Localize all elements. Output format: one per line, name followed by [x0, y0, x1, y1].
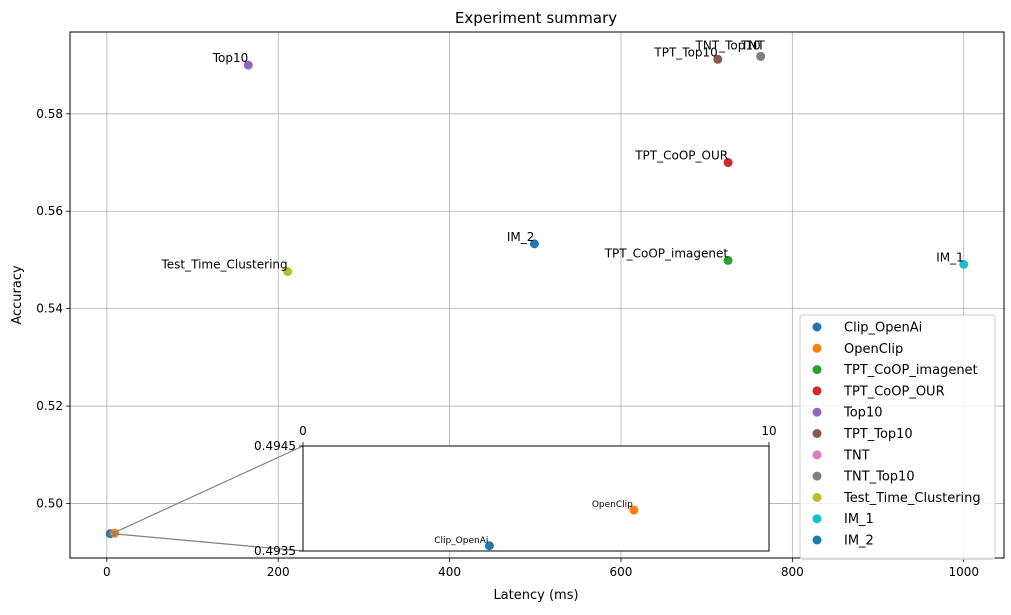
legend-entry-test-time-clustering: Test_Time_Clustering — [843, 491, 981, 506]
inset-connectors — [108, 445, 304, 552]
point-label-tpt-coop-imagenet: TPT_CoOP_imagenet — [604, 246, 729, 260]
data-point-tpt-coop-imagenet — [723, 255, 733, 265]
data-point-test-time-clustering — [283, 267, 293, 277]
point-label-im-2: IM_2 — [507, 230, 535, 244]
y-axis-ticks: 0.50 0.52 0.54 0.56 0.58 — [36, 107, 70, 510]
legend-marker-im-1 — [812, 514, 822, 524]
point-label-tnt: TNT — [740, 38, 765, 52]
legend-marker-openclip — [812, 343, 822, 353]
legend-entry-tnt-top10: TNT_Top10 — [843, 470, 915, 485]
point-labels: TPT_CoOP_imagenet TPT_CoOP_OUR Top10 TPT_To… — [160, 38, 963, 271]
x-tick-label: 1000 — [948, 565, 979, 579]
y-tick-label: 0.50 — [36, 496, 63, 510]
inset-frame — [302, 445, 770, 552]
legend-box — [799, 314, 996, 560]
legend-marker-tpt-coop-our — [812, 386, 822, 396]
x-tick-label: 0 — [103, 565, 111, 579]
legend-entry-tpt-coop-imagenet: TPT_CoOP_imagenet — [843, 363, 978, 378]
zoom-region-box — [108, 531, 116, 537]
point-label-im-1: IM_1 — [936, 250, 964, 264]
y-axis-label: Accuracy — [10, 265, 25, 325]
data-point-im-2 — [529, 239, 539, 249]
x-tick-label: 400 — [438, 565, 461, 579]
x-tick-label: 800 — [781, 565, 804, 579]
point-label-tpt-top10: TPT_Top10 — [653, 45, 717, 59]
x-tick-label: 200 — [267, 565, 290, 579]
legend-marker-tnt — [812, 450, 822, 460]
y-tick-label: 0.58 — [36, 107, 63, 121]
inset-connector-top — [111, 445, 304, 535]
y-tick-label: 0.52 — [36, 399, 63, 413]
inset-y-tick-label: 0.4945 — [254, 439, 296, 453]
inset-point-openclip — [629, 505, 639, 515]
legend-entry-openclip: OpenClip — [844, 342, 903, 357]
legend-entry-im-1: IM_1 — [844, 512, 874, 527]
chart-title: Experiment summary — [455, 9, 617, 27]
data-point-tpt-coop-our — [723, 158, 733, 168]
legend-marker-top10 — [812, 407, 822, 417]
legend-marker-tnt-top10 — [812, 471, 822, 481]
point-label-top10: Top10 — [212, 51, 249, 65]
legend-marker-clip-openai — [812, 322, 822, 332]
legend-entry-im-2: IM_2 — [844, 534, 874, 549]
inset-zoom: 0 10 0.4945 0.4935 Clip_OpenAi OpenClip — [254, 424, 777, 558]
inset-point-clip-openai — [484, 541, 494, 551]
y-tick-label: 0.56 — [36, 204, 63, 218]
legend-entry-tnt: TNT — [843, 448, 870, 463]
inset-connector-bottom — [111, 533, 304, 552]
data-point-top10 — [243, 60, 253, 70]
point-label-tnt-top10: TNT_Top10 — [694, 38, 760, 52]
inset-y-tick-label: 0.4935 — [254, 544, 296, 558]
plot-frame — [69, 31, 1005, 559]
legend-marker-tpt-top10 — [812, 429, 822, 438]
legend-entry-tpt-top10: TPT_Top10 — [843, 427, 913, 442]
inset-point-label-clip-openai: Clip_OpenAi — [434, 536, 488, 546]
point-label-test-time-clustering: Test_Time_Clustering — [160, 258, 287, 272]
legend-marker-tpt-coop-imagenet — [812, 365, 822, 375]
x-tick-label: 600 — [610, 565, 633, 579]
legend-marker-im-2 — [812, 535, 822, 545]
inset-point-label-openclip: OpenClip — [592, 500, 633, 510]
point-label-tpt-coop-our: TPT_CoOP_OUR — [634, 149, 728, 163]
data-point-tnt-top10 — [756, 51, 766, 61]
legend-entry-tpt-coop-our: TPT_CoOP_OUR — [843, 384, 945, 399]
x-axis-label: Latency (ms) — [493, 588, 578, 603]
legend-marker-test-time-clustering — [812, 492, 822, 502]
data-point-im-1 — [959, 259, 969, 269]
data-point-tpt-top10 — [713, 54, 723, 64]
legend-entry-clip-openai: Clip_OpenAi — [844, 321, 922, 336]
legend-entry-top10: Top10 — [843, 406, 882, 421]
inset-x-tick-label: 10 — [761, 424, 776, 438]
y-tick-label: 0.54 — [36, 302, 63, 316]
legend: Clip_OpenAi OpenClip TPT_CoOP_imagenet TPT_… — [799, 314, 996, 560]
inset-x-tick-label: 0 — [299, 424, 307, 438]
x-axis-ticks: 0 200 400 600 800 1000 — [103, 558, 979, 579]
